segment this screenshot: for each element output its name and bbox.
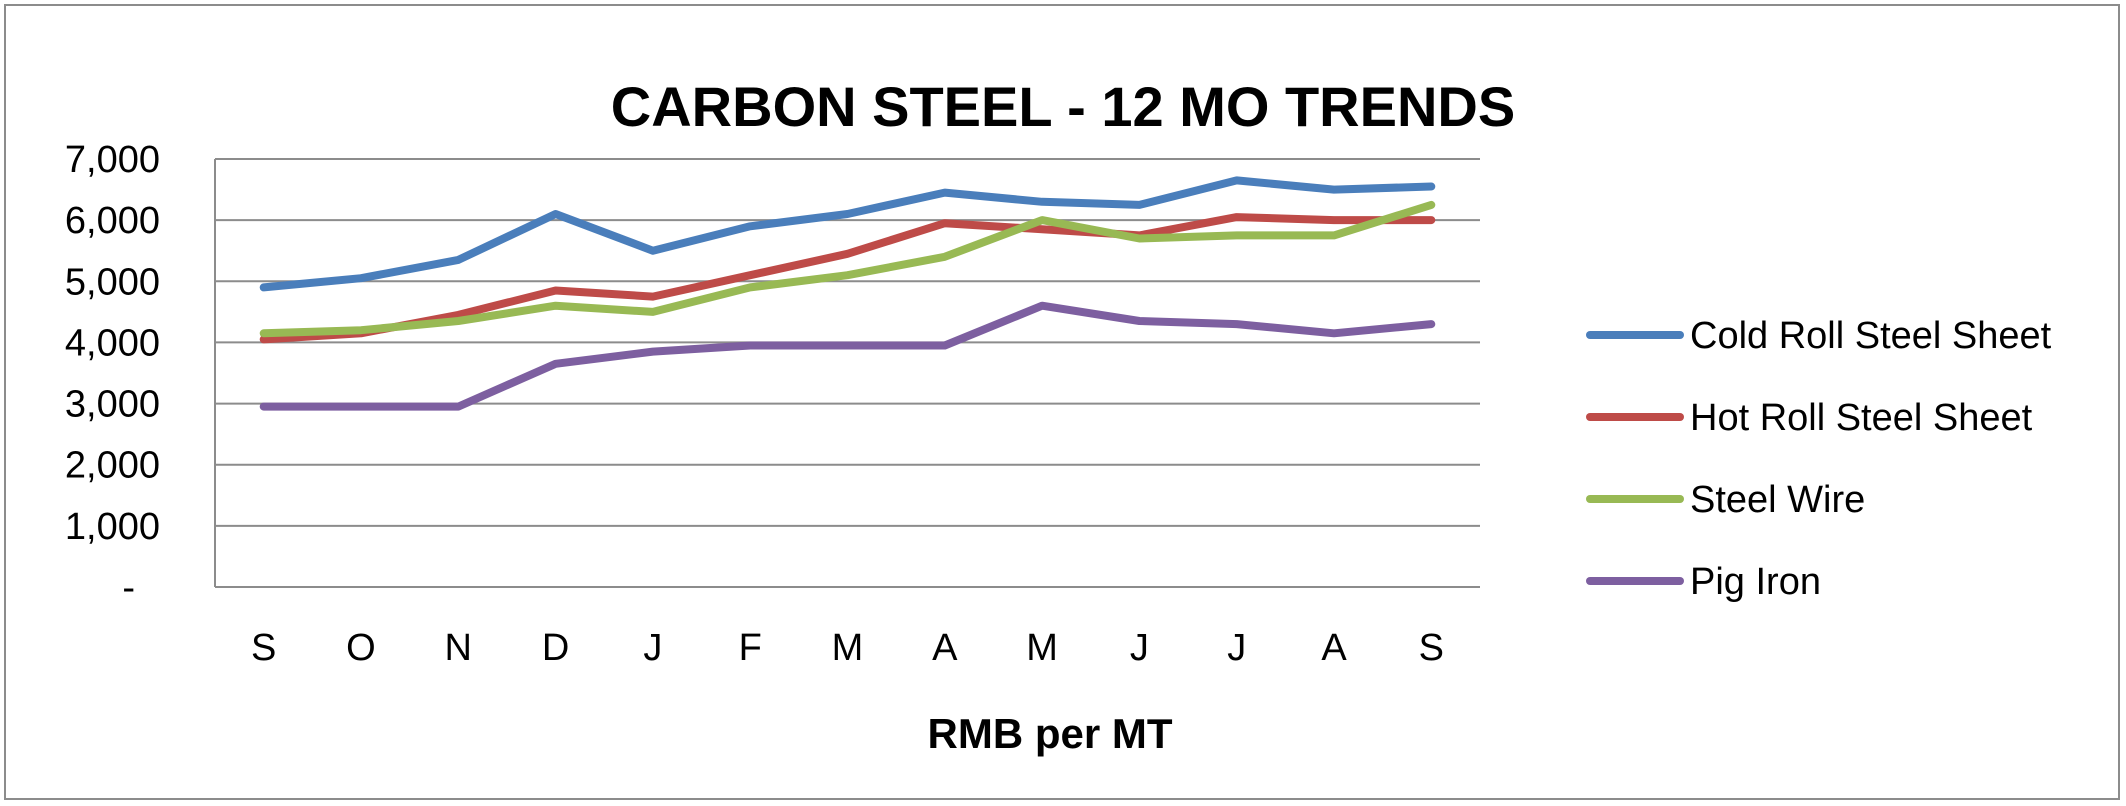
x-tick-label: S bbox=[1419, 627, 1444, 669]
legend-label: Hot Roll Steel Sheet bbox=[1690, 397, 2033, 439]
x-tick-label: J bbox=[1130, 627, 1149, 669]
y-tick-label: 2,000 bbox=[65, 445, 160, 487]
y-tick-label: 4,000 bbox=[65, 322, 160, 364]
legend: Cold Roll Steel Sheet Hot Roll Steel Shee… bbox=[1586, 315, 2052, 603]
series-line bbox=[259, 176, 1436, 292]
x-tick-label: M bbox=[1026, 627, 1058, 669]
x-tick-label: A bbox=[1321, 627, 1347, 669]
x-tick-label: J bbox=[643, 627, 662, 669]
x-tick-label: D bbox=[542, 627, 569, 669]
legend-label: Steel Wire bbox=[1690, 479, 1865, 521]
x-tick-label: A bbox=[932, 627, 958, 669]
x-tick-label: F bbox=[739, 627, 762, 669]
x-tick-label: J bbox=[1227, 627, 1246, 669]
y-tick-label: 6,000 bbox=[65, 200, 160, 242]
series-line bbox=[259, 200, 1436, 338]
x-axis-title: RMB per MT bbox=[928, 710, 1173, 757]
y-axis-tick-labels: - 1,000 2,000 3,000 4,000 5,000 6,000 7,000 bbox=[65, 139, 160, 609]
chart-frame bbox=[4, 4, 2120, 800]
y-tick-label: 7,000 bbox=[65, 139, 160, 181]
y-tick-label: 3,000 bbox=[65, 384, 160, 426]
gridlines bbox=[214, 158, 1480, 588]
legend-label: Cold Roll Steel Sheet bbox=[1690, 315, 2052, 357]
y-tick-label: 5,000 bbox=[65, 261, 160, 303]
x-tick-label: M bbox=[832, 627, 864, 669]
x-tick-label: O bbox=[346, 627, 376, 669]
x-tick-label: N bbox=[445, 627, 472, 669]
chart-title: CARBON STEEL - 12 MO TRENDS bbox=[611, 75, 1515, 138]
y-tick-label: 1,000 bbox=[65, 506, 160, 548]
legend-label: Pig Iron bbox=[1690, 561, 1821, 603]
x-tick-label: S bbox=[251, 627, 276, 669]
series-lines bbox=[259, 176, 1436, 411]
series-line bbox=[259, 301, 1436, 411]
series-line bbox=[259, 213, 1436, 344]
y-tick-label: - bbox=[122, 567, 135, 609]
